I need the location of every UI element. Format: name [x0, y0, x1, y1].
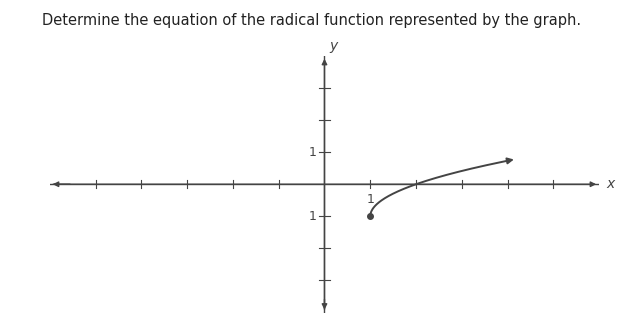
Text: 1: 1 [308, 146, 316, 159]
Text: x: x [606, 177, 614, 191]
Text: Determine the equation of the radical function represented by the graph.: Determine the equation of the radical fu… [42, 13, 582, 28]
Text: 1: 1 [366, 193, 374, 206]
Text: y: y [329, 39, 338, 53]
Text: 1: 1 [308, 210, 316, 223]
